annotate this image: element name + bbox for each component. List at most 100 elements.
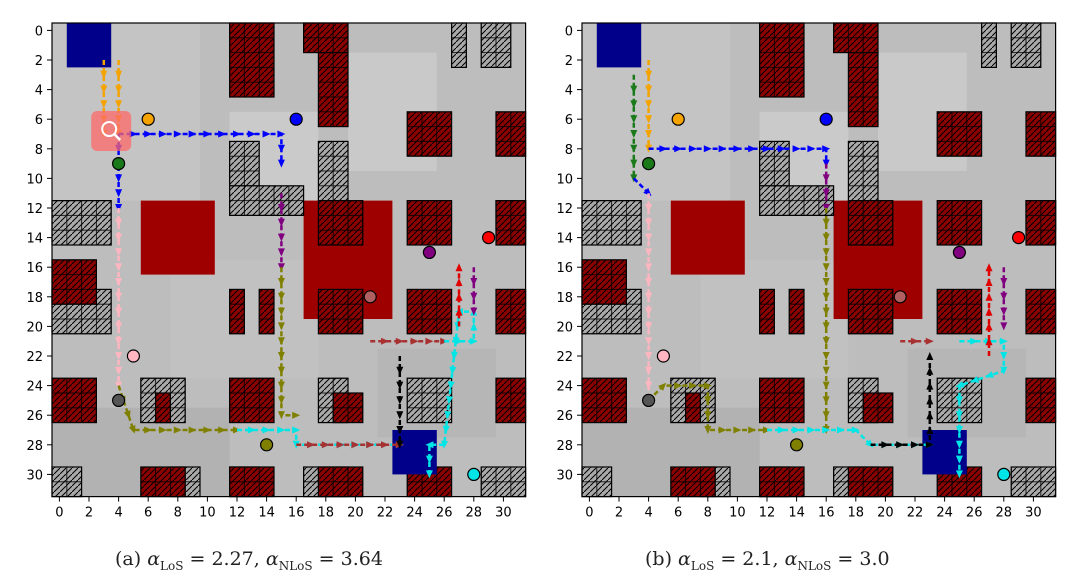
red-wall-grid xyxy=(1025,377,1057,424)
red-wall-grid xyxy=(936,200,983,246)
path-orange-arrow xyxy=(100,70,108,79)
path-black-arrow xyxy=(396,411,404,420)
y-tick-label: 10 xyxy=(556,172,573,187)
y-tick-label: 12 xyxy=(26,202,43,217)
target-marker xyxy=(671,112,685,126)
path-blue-arrow xyxy=(218,130,227,138)
path-olive-arrow xyxy=(704,396,712,405)
x-tick-label: 22 xyxy=(377,506,394,521)
path-pink-arrow xyxy=(115,292,123,301)
target-marker xyxy=(111,393,126,407)
red-wall-grid xyxy=(317,466,364,498)
path-orange-arrow xyxy=(100,100,108,109)
gray-wall-grid xyxy=(1010,22,1042,69)
x-tick-label: 0 xyxy=(55,506,63,521)
path-green-arrow xyxy=(630,159,638,168)
x-tick-label: 26 xyxy=(966,506,983,521)
target-marker xyxy=(467,467,481,481)
path-black-arrow xyxy=(881,441,890,449)
red-wall-grid xyxy=(258,288,275,335)
path-black-arrow xyxy=(396,426,404,434)
path-olive2-arrow xyxy=(277,352,285,360)
x-tick-label: 16 xyxy=(288,506,305,521)
path-black-arrow xyxy=(926,426,934,434)
path-brown-arrow xyxy=(366,441,375,449)
path-olive2-arrow xyxy=(822,366,830,375)
path-cyan2-arrow xyxy=(1000,352,1008,360)
path-black-arrow xyxy=(926,381,934,390)
y-tick-label: 0 xyxy=(565,24,573,39)
panel-b: 0 2 4 6 8 10 12 14 16 18 20 22 24 26 28 30 0 2 4 6 8 10 12 14 16… xyxy=(530,0,1060,549)
x-tick-label: 10 xyxy=(729,506,746,521)
path-blue-arrow xyxy=(792,145,801,153)
path-cyan2-arrow xyxy=(425,470,433,479)
path-olive-arrow xyxy=(218,426,227,434)
plot-frame xyxy=(51,22,527,498)
path-cyan xyxy=(237,428,400,447)
path-pink-arrow xyxy=(645,292,653,301)
y-tick-label: 12 xyxy=(556,202,573,217)
path-cyan2-arrow xyxy=(452,336,460,346)
path-blue-arrow xyxy=(262,130,271,138)
path-blue-arrow xyxy=(173,130,182,138)
path-olive2-arrow xyxy=(277,322,285,331)
red-wall-grid xyxy=(140,466,186,498)
path-olive-arrow xyxy=(704,411,712,420)
red-wall-grid xyxy=(847,51,879,128)
target-marker xyxy=(893,290,907,304)
path-blue2-arrow xyxy=(115,189,123,198)
path-brown-arrow xyxy=(911,337,919,345)
path-pink-arrow xyxy=(645,307,653,316)
y-tick-label: 4 xyxy=(565,84,573,99)
path-blue-arrow xyxy=(188,130,197,138)
path-green-arrow xyxy=(630,115,638,124)
plot-frame xyxy=(581,22,1057,498)
search-highlight xyxy=(91,111,132,152)
path-cyan-arrow xyxy=(851,426,860,434)
path-black-arrow xyxy=(926,352,934,360)
red-wall-grid xyxy=(229,466,275,498)
target-marker xyxy=(1012,231,1026,245)
red-wall-grid xyxy=(685,392,702,424)
path-olive2-arrow xyxy=(277,381,285,390)
path-black-arrow xyxy=(926,411,934,420)
path-olive-arrow xyxy=(733,426,742,434)
path-olive-arrow xyxy=(144,426,153,434)
red-wall-grid xyxy=(833,22,879,54)
red-wall-grid xyxy=(495,288,527,335)
path-blue-arrow xyxy=(689,145,697,153)
x-tick-label: 0 xyxy=(585,506,593,521)
red-wall-grid xyxy=(847,466,894,498)
path-olive xyxy=(117,385,237,432)
path-pink-arrow xyxy=(645,366,653,375)
y-tick-label: 26 xyxy=(556,409,573,424)
path-pink-arrow xyxy=(115,307,123,316)
path-blue-arrow xyxy=(748,145,757,153)
path-pink-arrow xyxy=(115,278,123,286)
path-cyan-arrow xyxy=(262,426,271,434)
path-blue-arrow xyxy=(277,144,285,153)
path-cyan2-arrow xyxy=(425,455,433,464)
path-cyan2-arrow xyxy=(442,425,450,434)
y-tick-label: 30 xyxy=(26,468,43,483)
path-cyan-arrow xyxy=(792,426,801,434)
path-olive2-arrow xyxy=(277,396,285,405)
target-marker xyxy=(422,245,436,259)
path-green-arrow xyxy=(630,144,638,153)
path-blue-arrow xyxy=(203,130,212,138)
path-black-arrow xyxy=(926,396,934,405)
path-olive2-arrow xyxy=(822,381,830,390)
y-tick-label: 10 xyxy=(26,172,43,187)
red-wall-grid xyxy=(759,466,805,498)
path-red-arrow xyxy=(985,292,993,301)
x-tick-label: 12 xyxy=(759,506,776,521)
path-pink-arrow xyxy=(645,233,653,242)
red-wall-grid xyxy=(847,200,894,246)
path-orange-arrow xyxy=(645,70,653,79)
red-wall-grid xyxy=(317,288,364,335)
y-tick-label: 14 xyxy=(556,232,573,247)
path-pink-arrow xyxy=(115,322,123,331)
x-tick-label: 24 xyxy=(936,506,953,521)
path-pink-arrow xyxy=(645,352,653,360)
path-purple-arrow xyxy=(822,189,830,198)
